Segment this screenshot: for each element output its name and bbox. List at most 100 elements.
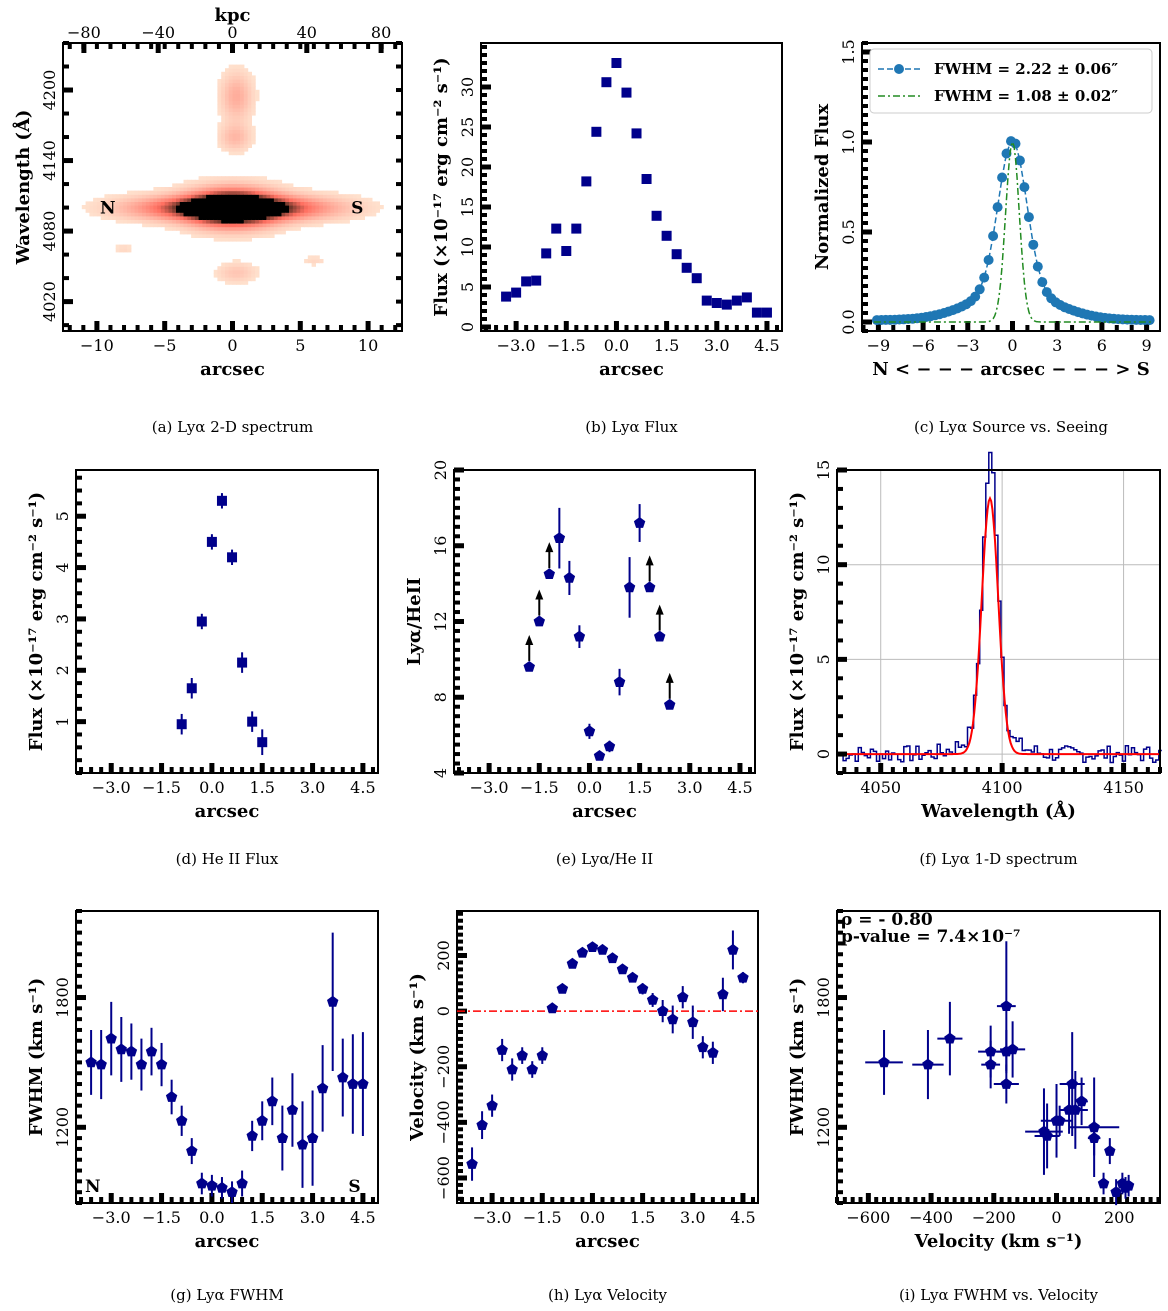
data-point	[621, 87, 632, 98]
data-point	[236, 1177, 248, 1189]
heatmap-cell	[255, 233, 260, 238]
heatmap-cell	[243, 86, 249, 91]
heatmap-cell	[115, 194, 121, 199]
heatmap-cell	[292, 194, 298, 199]
data-point	[737, 971, 749, 983]
y-tick-label: −400	[434, 1100, 453, 1144]
heatmap-cell	[315, 197, 320, 202]
heatmap-cell	[240, 97, 245, 102]
data-point	[1032, 261, 1043, 272]
heatmap-cell	[179, 212, 185, 217]
heatmap-cell	[217, 122, 222, 127]
heatmap-cell	[160, 187, 166, 192]
heatmap-cell	[213, 201, 219, 206]
heatmap-cell	[240, 68, 245, 73]
heatmap-cell	[319, 201, 324, 206]
heatmap-cell	[202, 208, 207, 213]
data-point	[1000, 1078, 1012, 1089]
heatmap-cell	[322, 205, 328, 210]
heatmap-cell	[183, 223, 188, 228]
heatmap-cell	[187, 187, 192, 192]
heatmap-cell	[247, 89, 252, 94]
heatmap-cell	[281, 183, 286, 188]
heatmap-cell	[187, 212, 192, 217]
heatmap-cell	[93, 212, 98, 217]
x-tick-label: −400	[909, 1208, 953, 1227]
heatmap-cell	[292, 219, 298, 224]
heatmap-cell	[258, 201, 264, 206]
heatmap-cell	[232, 129, 237, 134]
heatmap-cell	[247, 226, 252, 231]
heatmap-cell	[202, 194, 207, 199]
heatmap-cell	[236, 273, 241, 278]
heatmap-cell	[123, 201, 128, 206]
heatmap-cell	[251, 190, 256, 195]
heatmap-cell	[149, 223, 154, 228]
heatmap-cell	[228, 176, 234, 181]
heatmap-cell	[247, 197, 252, 202]
heatmap-cell	[240, 269, 245, 274]
y-tick-label: −200	[434, 1045, 453, 1089]
heatmap-cell	[236, 82, 241, 87]
heatmap-cell	[258, 179, 264, 184]
heatmap-cell	[191, 197, 196, 202]
heatmap-cell	[304, 223, 309, 228]
heatmap-cell	[228, 111, 234, 116]
heatmap-cell	[368, 208, 373, 213]
heatmap-cell	[311, 219, 316, 224]
heatmap-cell	[194, 194, 200, 199]
heatmap-cell	[300, 201, 305, 206]
heatmap-cell	[149, 212, 154, 217]
heatmap-cell	[281, 194, 286, 199]
heatmap-cell	[149, 194, 154, 199]
panel-i: (i) Lyα FWHM vs. Velocity−600 −400 −200 0 20…	[787, 909, 1161, 1304]
heatmap-cell	[300, 187, 305, 192]
heatmap-cell	[292, 212, 298, 217]
top-tick-label: 80	[371, 23, 391, 42]
arrow-head	[655, 604, 664, 615]
data-point	[631, 128, 642, 139]
heatmap-cell	[319, 190, 324, 195]
heatmap-cell	[243, 129, 249, 134]
heatmap-cell	[96, 201, 102, 206]
x-tick-label: 10	[358, 336, 378, 355]
heatmap-cell	[236, 122, 241, 127]
heatmap-cell	[225, 179, 230, 184]
heatmap-cell	[232, 111, 237, 116]
heatmap-cell	[345, 197, 350, 202]
heatmap-cell	[202, 219, 207, 224]
heatmap-cell	[236, 219, 241, 224]
heatmap-cell	[206, 190, 211, 195]
heatmap-cell	[326, 212, 332, 217]
panel-d: (d) He II Flux−3.0 −1.5 0.0 1.5 3.0 4.512345a…	[26, 469, 379, 868]
heatmap-cell	[236, 269, 241, 274]
data-point	[196, 1177, 208, 1189]
heatmap-cell	[194, 219, 200, 224]
heatmap-cell	[292, 223, 298, 228]
heatmap-cell	[176, 187, 181, 192]
heatmap-cell	[198, 176, 203, 181]
heatmap-cell	[232, 97, 237, 102]
heatmap-cell	[191, 233, 196, 238]
data-point	[603, 740, 616, 752]
heatmap-cell	[164, 226, 170, 231]
x-tick-label: 6	[1097, 336, 1107, 355]
top-tick-label: 40	[297, 23, 317, 42]
heatmap-cell	[127, 190, 132, 195]
data-point	[135, 1058, 148, 1070]
heatmap-cell	[115, 244, 121, 249]
data-point	[1010, 138, 1021, 149]
y-tick-label: 1.5	[839, 39, 858, 64]
heatmap-cell	[142, 208, 147, 213]
heatmap-cell	[232, 201, 237, 206]
heatmap-cell	[153, 201, 158, 206]
panel-g: (g) Lyα FWHM−3.0 −1.5 0.0 1.5 3.0 4.512001800…	[26, 909, 379, 1304]
heatmap-cell	[217, 219, 222, 224]
heatmap-cell	[191, 215, 196, 220]
heatmap-cell	[273, 194, 279, 199]
data-point	[922, 1058, 934, 1070]
panel-h: (h) Lyα Velocity−3.0 −1.5 0.0 1.5 3.0 4.5−600…	[407, 910, 759, 1304]
heatmap-cell	[281, 230, 286, 235]
heatmap-cell	[334, 205, 339, 210]
heatmap-cell	[225, 68, 230, 73]
